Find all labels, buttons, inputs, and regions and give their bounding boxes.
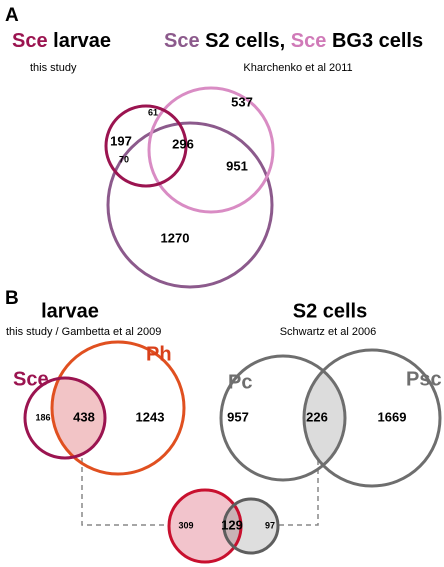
venn-circle	[104, 104, 188, 188]
venn-circle	[167, 488, 243, 564]
venn-circle	[147, 86, 275, 214]
count: 70	[119, 154, 129, 164]
overlap	[52, 378, 105, 458]
count: 1243	[136, 409, 165, 424]
venn-circle	[302, 348, 442, 488]
venn-fill	[169, 490, 241, 562]
venn-circle	[50, 340, 186, 476]
count: 129	[221, 517, 243, 532]
set-label: Ph	[146, 343, 172, 365]
title-part: Sce	[291, 30, 327, 52]
title: S2 cells	[293, 300, 368, 322]
title: larvae	[41, 300, 99, 322]
count: 438	[73, 409, 95, 424]
count: 197	[110, 133, 132, 148]
set-label: Sce	[13, 368, 49, 390]
set-label: Pc	[228, 371, 252, 393]
set-label: Psc	[406, 368, 442, 390]
source: Kharchenko et al 2011	[243, 62, 352, 74]
title: Sce larvae	[12, 30, 111, 52]
title-part: S2 cells,	[205, 30, 285, 52]
title-part: Sce	[164, 30, 200, 52]
count: 296	[172, 136, 194, 151]
count: 1669	[378, 409, 407, 424]
count: 537	[231, 94, 253, 109]
count: 309	[178, 520, 193, 530]
connector	[81, 458, 319, 526]
source: this study / Gambetta et al 2009	[6, 326, 161, 338]
venn-circle	[23, 376, 107, 460]
count: 61	[148, 107, 158, 117]
title-part: larvae	[53, 30, 111, 52]
panel-label: A	[5, 5, 19, 26]
count: 226	[306, 409, 328, 424]
count: 957	[227, 409, 249, 424]
title: Sce S2 cells, Sce BG3 cells	[164, 30, 423, 52]
count: 951	[226, 158, 248, 173]
title-part: Sce	[12, 30, 48, 52]
count: 97	[265, 520, 275, 530]
venn-circle	[219, 354, 347, 482]
source: Schwartz et al 2006	[280, 326, 377, 338]
count: 186	[35, 412, 50, 422]
title-part: BG3 cells	[332, 30, 423, 52]
venn-circle	[222, 497, 280, 555]
venn-circle	[106, 121, 274, 289]
panel-label: B	[5, 288, 19, 309]
source: this study	[30, 62, 77, 74]
count: 1270	[161, 230, 190, 245]
